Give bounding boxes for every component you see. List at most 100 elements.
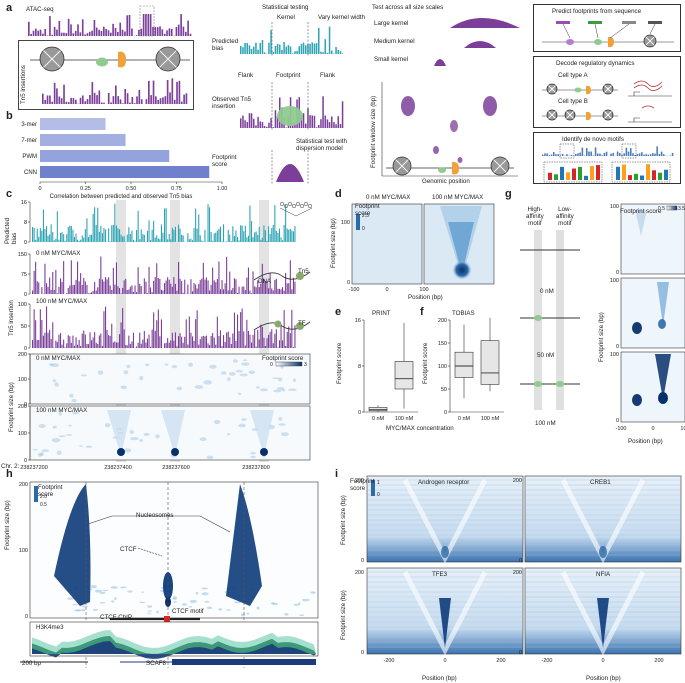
heat-100nm-label: 100 nM MYC/MAX <box>36 407 88 414</box>
c-ins0-bar <box>275 278 277 294</box>
c-ins0-bar <box>86 285 88 294</box>
motif-logo-letter <box>566 172 570 180</box>
g-x-tick-label: -100 <box>615 426 626 432</box>
c-bias-bar <box>101 233 103 242</box>
h-heat-speckle <box>293 603 300 606</box>
c-ins100-bar <box>275 329 277 348</box>
obs-bar-a <box>270 118 272 128</box>
c-x-tick-label: 238237200 <box>20 465 48 471</box>
footprint-score-label-a: Footprint score <box>212 154 237 168</box>
h-heat-speckle <box>301 598 310 602</box>
motif-track-bar <box>623 153 625 156</box>
c-ins0-bar <box>210 284 212 294</box>
c-heat-speckle <box>262 455 266 458</box>
c-bias-bar <box>201 240 203 242</box>
c-bias-bar <box>119 229 121 242</box>
c-ins0-bar <box>205 277 207 294</box>
c-heat-speckle <box>69 393 74 398</box>
observed-tn5-label: Observed Tn5 insertion <box>212 96 252 110</box>
atac-bar <box>154 26 157 36</box>
c-ins100-bar <box>60 333 62 348</box>
panel-letter-g: g <box>505 188 512 200</box>
c-bias-bar <box>41 230 43 242</box>
tn5-bar <box>152 80 155 104</box>
c-bias-bar <box>162 232 164 242</box>
c-bias-bar <box>89 234 91 242</box>
panel-letter-c: c <box>6 188 13 200</box>
g-heat-frame <box>620 277 685 349</box>
panel-letter-b: b <box>6 110 13 122</box>
obs-bar-a <box>248 113 251 128</box>
obs-bar-a <box>331 116 333 128</box>
obs-bar-a <box>326 119 329 128</box>
c-ins0-bar <box>105 277 107 294</box>
c-bias-tick-label: 0 <box>24 240 27 246</box>
c-v-shape <box>107 410 131 456</box>
c-ins100-bar <box>132 332 134 348</box>
c-ins0-bar <box>80 273 82 294</box>
c-bias-bar <box>195 208 197 242</box>
c-ins100-bar <box>218 336 220 348</box>
g-x-tick-label: 100 <box>680 426 685 432</box>
c-ins100-bar <box>272 343 274 348</box>
h-heat-speckle <box>270 602 275 605</box>
c-ins0-bar <box>72 285 74 294</box>
tn5-insertion-track-a <box>42 78 188 104</box>
atac-bar <box>37 30 40 36</box>
c-bias-bar <box>75 233 77 242</box>
c-heat-speckle <box>280 432 289 437</box>
nucleosome-stripe <box>159 50 177 68</box>
c-ins0-bar <box>52 272 54 294</box>
c-bias-bar <box>52 232 54 242</box>
bias-bar-a <box>281 49 283 54</box>
c-bias-bar <box>157 238 159 242</box>
c-heat-speckle <box>194 385 204 389</box>
obs-bar-a <box>328 122 331 128</box>
bar-label: 7-mer <box>21 138 37 144</box>
c-ins100-bar <box>192 336 194 348</box>
motif-track-bar <box>577 153 579 156</box>
heat-0nm-label: 0 nM MYC/MAX <box>36 355 81 362</box>
i-x-tick-label: 0 <box>443 658 446 664</box>
c-bias-bar <box>243 231 245 242</box>
c-bias-bar <box>271 228 273 242</box>
i-colorbar <box>371 480 375 496</box>
panel-letter-f: f <box>420 306 424 318</box>
e-box <box>394 361 414 390</box>
c-bias-bar <box>92 213 94 242</box>
c-heat-speckle <box>85 445 93 448</box>
c-ins0-bar <box>266 281 268 294</box>
c-ins0-bar <box>131 285 133 294</box>
c-bias-bar <box>95 225 97 242</box>
atac-bar <box>70 24 72 36</box>
g-footprint-blob <box>632 322 642 334</box>
h-heat-speckle <box>256 606 260 610</box>
c-ins100-bar <box>285 345 287 348</box>
c-bias-bar <box>170 239 172 242</box>
bias-bar-a <box>274 46 277 54</box>
c-bias-bar <box>42 209 44 242</box>
motif-track-bar <box>669 155 672 156</box>
c-bias-bar <box>60 232 62 242</box>
c-bias-bar <box>80 239 82 242</box>
atac-bar <box>156 27 159 36</box>
h-cb-max: 2.0 <box>40 494 47 500</box>
h-heat-speckle <box>284 613 289 616</box>
tf-node-orange <box>586 111 591 121</box>
c-ins0-bar <box>249 290 251 294</box>
c-ins0-bar <box>126 290 128 294</box>
atac-bar <box>147 14 150 36</box>
atac-bar <box>152 27 154 36</box>
c-ins100-bar <box>73 345 75 348</box>
c-heat-speckle <box>277 377 283 382</box>
tf-dna-icon <box>279 201 313 217</box>
h-heat-speckle <box>204 600 210 603</box>
c-ins100-bar <box>201 336 203 348</box>
motif-track-bar <box>561 153 564 156</box>
atac-bar <box>135 35 138 36</box>
bar-3-mer <box>40 118 106 130</box>
e-y-tick-label: 0 <box>358 410 361 416</box>
g-cb-max: 3.5 <box>678 206 685 212</box>
tn5-bar <box>65 101 68 104</box>
obs-bar-a <box>313 115 316 128</box>
